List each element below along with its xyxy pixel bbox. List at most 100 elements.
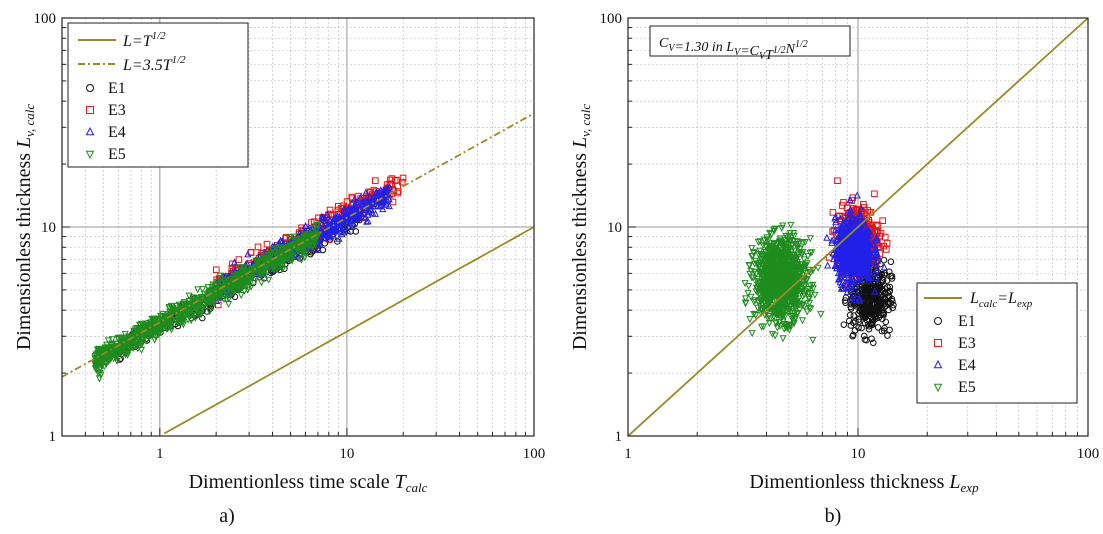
y-axis-label-a: Dimensionless thickness Lv, calc bbox=[13, 104, 37, 351]
data-point-e5 bbox=[777, 238, 785, 247]
data-point-e5 bbox=[805, 299, 814, 307]
data-point-e5 bbox=[148, 315, 156, 324]
data-point-e5 bbox=[800, 256, 808, 264]
legend-label-e4-b: E4 bbox=[958, 357, 976, 374]
data-point-e4 bbox=[350, 195, 358, 203]
data-point-e4 bbox=[872, 234, 881, 242]
data-point-e5 bbox=[104, 345, 113, 353]
data-point-e4 bbox=[343, 218, 352, 226]
data-point-e4 bbox=[382, 200, 391, 208]
data-point-e1 bbox=[861, 336, 869, 344]
data-point-e5 bbox=[806, 282, 814, 290]
data-point-e1 bbox=[881, 269, 889, 277]
data-point-e5 bbox=[792, 257, 800, 265]
data-point-e4 bbox=[345, 206, 353, 214]
data-point-e4 bbox=[837, 222, 846, 231]
data-point-e4 bbox=[853, 290, 861, 298]
data-point-e5 bbox=[745, 262, 753, 270]
data-point-e5 bbox=[173, 308, 181, 316]
data-point-e3 bbox=[334, 206, 342, 214]
data-point-e5 bbox=[768, 330, 777, 338]
data-point-e5 bbox=[784, 234, 792, 242]
data-point-e5 bbox=[149, 325, 157, 333]
data-point-e1 bbox=[875, 314, 883, 321]
data-point-e4 bbox=[848, 294, 856, 302]
chart-b: 1 10 100 1 10 100 Dimentionless thickness Lex… bbox=[569, 11, 1099, 527]
data-point-e5 bbox=[802, 277, 811, 285]
data-point-e5 bbox=[808, 249, 816, 257]
data-point-e5 bbox=[259, 254, 267, 263]
data-point-e5 bbox=[270, 265, 278, 273]
data-point-e4 bbox=[855, 296, 864, 304]
data-point-e5 bbox=[113, 357, 121, 365]
x-tick-label: 1 bbox=[156, 446, 164, 462]
data-point-e5 bbox=[811, 291, 819, 299]
data-point-e5 bbox=[798, 317, 807, 325]
data-point-e4 bbox=[854, 250, 862, 258]
data-point-e4 bbox=[849, 221, 857, 229]
data-point-e5 bbox=[806, 235, 814, 243]
legend-marker-e4 bbox=[85, 126, 95, 136]
y-tick-label: 1 bbox=[615, 429, 623, 445]
data-point-e5 bbox=[278, 264, 286, 272]
data-point-e1 bbox=[877, 271, 885, 278]
data-point-e5 bbox=[788, 254, 796, 262]
legend-label-e5-a: E5 bbox=[108, 146, 126, 163]
data-point-e4 bbox=[880, 263, 888, 271]
data-point-e4 bbox=[364, 217, 372, 225]
data-point-e5 bbox=[141, 331, 150, 339]
data-point-e4 bbox=[344, 227, 352, 235]
data-point-e5 bbox=[134, 325, 142, 333]
data-point-e5 bbox=[814, 264, 822, 272]
data-point-e5 bbox=[784, 244, 793, 252]
data-point-e5 bbox=[748, 330, 756, 338]
reference-lines-a bbox=[61, 112, 535, 435]
data-point-e1 bbox=[858, 324, 865, 332]
legend-box-a bbox=[67, 22, 249, 168]
data-point-e5 bbox=[785, 322, 793, 330]
data-point-e5 bbox=[114, 334, 122, 342]
data-point-e4 bbox=[329, 231, 338, 239]
data-point-e3 bbox=[386, 180, 394, 187]
data-point-e4 bbox=[871, 287, 879, 295]
data-point-e4 bbox=[831, 251, 840, 259]
data-point-e5 bbox=[151, 333, 160, 341]
data-point-e5 bbox=[197, 311, 205, 319]
data-point-e5 bbox=[807, 290, 815, 298]
data-point-e3 bbox=[873, 221, 880, 229]
data-point-e5 bbox=[773, 267, 781, 275]
data-point-e5 bbox=[796, 249, 804, 257]
data-point-e5 bbox=[167, 326, 176, 334]
data-point-e4 bbox=[374, 202, 382, 210]
data-point-e5 bbox=[765, 320, 774, 328]
data-point-e5 bbox=[204, 284, 212, 292]
data-point-e5 bbox=[296, 250, 304, 258]
data-point-e5 bbox=[741, 280, 749, 288]
data-point-e5 bbox=[783, 264, 791, 272]
data-point-e5 bbox=[96, 369, 104, 377]
data-point-e5 bbox=[795, 295, 803, 303]
data-point-e5 bbox=[119, 345, 128, 353]
data-point-e5 bbox=[252, 257, 260, 265]
data-point-e4 bbox=[371, 209, 380, 217]
data-point-e4 bbox=[362, 188, 370, 196]
data-point-e5 bbox=[749, 274, 757, 282]
data-point-e5 bbox=[220, 273, 228, 281]
data-point-e5 bbox=[148, 331, 156, 339]
data-point-e5 bbox=[231, 280, 239, 288]
data-point-e3 bbox=[848, 197, 856, 204]
data-point-e5 bbox=[805, 295, 813, 304]
data-point-e5 bbox=[275, 249, 284, 257]
data-point-e5 bbox=[95, 375, 104, 383]
data-point-e5 bbox=[248, 266, 257, 274]
data-point-e4 bbox=[857, 205, 866, 213]
legend-marker-e5 bbox=[85, 150, 95, 160]
data-point-e1 bbox=[872, 292, 879, 300]
data-point-e5 bbox=[783, 240, 791, 248]
data-point-e4 bbox=[831, 225, 840, 233]
data-point-e5 bbox=[225, 295, 233, 303]
data-point-e4 bbox=[858, 224, 867, 232]
data-point-e5 bbox=[310, 237, 318, 245]
data-point-e1 bbox=[867, 285, 875, 293]
data-point-e5 bbox=[254, 269, 262, 277]
